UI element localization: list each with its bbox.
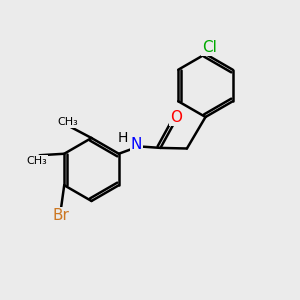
Text: O: O <box>170 110 182 125</box>
Text: N: N <box>131 137 142 152</box>
Text: H: H <box>117 131 128 145</box>
Text: Cl: Cl <box>202 40 217 55</box>
Text: Br: Br <box>53 208 70 223</box>
Text: CH₃: CH₃ <box>57 117 78 127</box>
Text: CH₃: CH₃ <box>26 156 47 166</box>
